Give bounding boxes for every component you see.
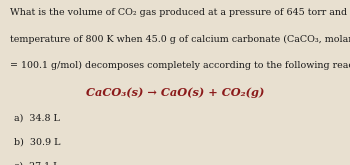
- Text: What is the volume of CO₂ gas produced at a pressure of 645 torr and a: What is the volume of CO₂ gas produced a…: [10, 8, 350, 17]
- Text: = 100.1 g/mol) decomposes completely according to the following reaction?: = 100.1 g/mol) decomposes completely acc…: [10, 61, 350, 70]
- Text: CaCO₃(s) → CaO(s) + CO₂(g): CaCO₃(s) → CaO(s) + CO₂(g): [86, 87, 264, 99]
- Text: a)  34.8 L: a) 34.8 L: [14, 114, 60, 123]
- Text: c)  27.1 L: c) 27.1 L: [14, 162, 60, 165]
- Text: b)  30.9 L: b) 30.9 L: [14, 138, 61, 147]
- Text: temperature of 800 K when 45.0 g of calcium carbonate (CaCO₃, molar mass: temperature of 800 K when 45.0 g of calc…: [10, 35, 350, 44]
